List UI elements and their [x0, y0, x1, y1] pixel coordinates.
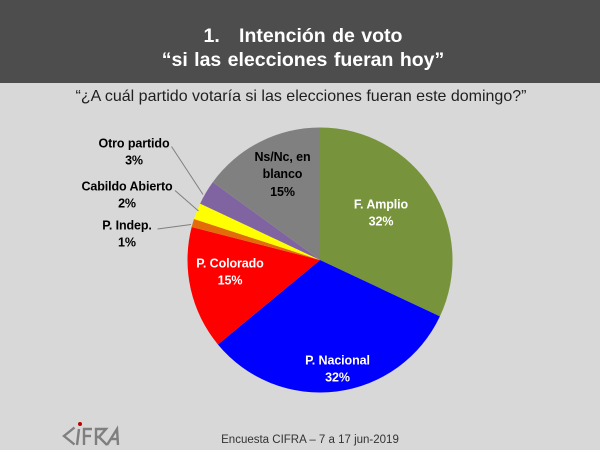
slice-name-ns-nc: Ns/Nc, en blanco	[254, 150, 311, 182]
pie-slice-p-indep	[191, 219, 320, 260]
slice-name-f-amplio: F. Amplio	[353, 197, 409, 212]
pie-slice-otro-partido	[200, 182, 320, 260]
logo-letter-a	[105, 425, 120, 446]
slice-pct-cabildo-abierto: 2%	[118, 196, 136, 211]
slice-label-p-indep: P. Indep. 1%	[102, 217, 152, 252]
slice-pct-ns-nc: 15%	[270, 184, 295, 199]
pie-slice-cabildo-abierto	[193, 203, 320, 260]
leader-line-otro-partido	[171, 146, 204, 195]
slice-name-p-nacional: P. Nacional	[305, 353, 370, 368]
slice-pct-p-indep: 1%	[118, 235, 136, 250]
slice-label-otro-partido: Otro partido 3%	[98, 135, 169, 170]
slice-pct-p-colorado: 15%	[217, 273, 243, 288]
logo-letter-i	[75, 428, 81, 446]
leader-lines	[157, 146, 204, 230]
slide-title-bar: 1. Intención de voto “si las elecciones f…	[0, 0, 600, 83]
logo-letter-c	[62, 426, 76, 446]
pie-slice-p-colorado	[187, 227, 320, 345]
pie-slice-ns-nc-en-blanco	[212, 127, 320, 260]
slide-title: 1. Intención de voto “si las elecciones f…	[3, 24, 600, 72]
pie-slice-p-nacional	[217, 260, 440, 393]
pie-slices	[187, 127, 453, 393]
pie-slice-f-amplio	[320, 127, 453, 317]
slice-pct-p-nacional: 32%	[325, 370, 350, 385]
slice-pct-f-amplio: 32%	[368, 215, 394, 229]
slice-label-cabildo-abierto: Cabildo Abierto 2%	[81, 178, 172, 213]
leader-line-p-indep	[157, 224, 192, 230]
logo-red-dot	[78, 422, 82, 426]
slice-label-f-amplio: F. Amplio 32%	[354, 197, 408, 232]
survey-question: “¿A cuál partido votaría si las eleccion…	[75, 88, 527, 105]
logo-letter-r	[94, 427, 109, 445]
slice-label-p-colorado: P. Colorado 15%	[196, 255, 264, 290]
slide-title-line2: “si las elecciones fueran hoy”	[161, 49, 445, 71]
footer-source: Encuesta CIFRA – 7 a 17 jun-2019	[221, 434, 399, 446]
logo-letter-f	[82, 427, 92, 445]
slice-label-ns-nc: Ns/Nc, en blanco 15%	[245, 149, 321, 201]
leader-line-cabildo-abierto	[174, 190, 199, 212]
slice-pct-otro-partido: 3%	[125, 153, 143, 168]
cifra-logo	[62, 422, 120, 446]
slice-name-p-indep: P. Indep.	[102, 218, 152, 233]
slice-label-p-nacional: P. Nacional 32%	[305, 352, 370, 387]
slice-name-otro-partido: Otro partido	[98, 136, 170, 151]
logo-letter-r-leg	[98, 436, 108, 446]
slice-name-cabildo-abierto: Cabildo Abierto	[81, 179, 173, 194]
slide-title-line1: 1. Intención de voto	[203, 25, 403, 47]
slice-name-p-colorado: P. Colorado	[196, 256, 264, 271]
